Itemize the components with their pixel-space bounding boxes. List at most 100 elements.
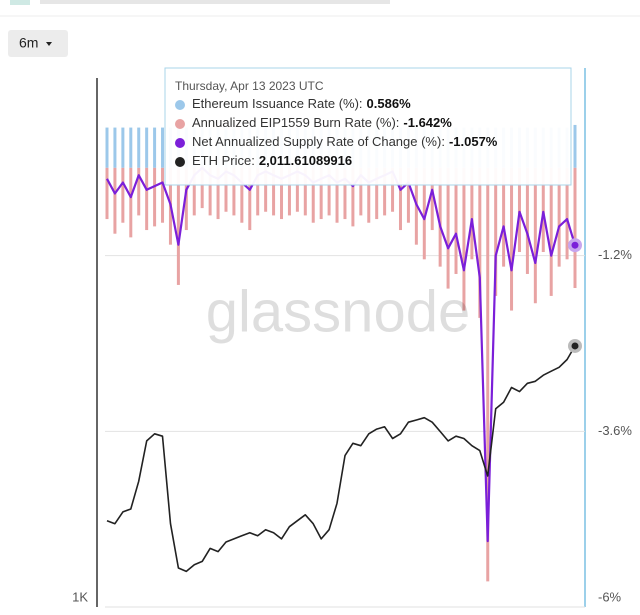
bar (573, 167, 577, 289)
bar (470, 167, 474, 260)
plot-area (105, 124, 585, 608)
bar (541, 167, 545, 253)
bar (184, 167, 188, 231)
bar (494, 167, 498, 296)
series-name: Annualized EIP1559 Burn Rate (%): (192, 115, 399, 130)
bar (319, 167, 323, 220)
bar (525, 167, 529, 274)
y2-tick-label: -3.6% (598, 423, 632, 438)
bar (113, 167, 117, 234)
legend-dot (175, 157, 185, 167)
legend-dot (175, 119, 185, 129)
series-name: Ethereum Issuance Rate (%): (192, 96, 363, 111)
bar (272, 167, 276, 216)
bar (398, 167, 402, 231)
tooltip-row: Ethereum Issuance Rate (%): 0.586% (192, 96, 411, 111)
tooltip-row: Annualized EIP1559 Burn Rate (%): -1.642% (192, 115, 452, 130)
series-name: Net Annualized Supply Rate of Change (%)… (192, 134, 445, 149)
bar (327, 167, 331, 216)
bar (351, 167, 355, 227)
bar (287, 167, 291, 216)
hover-point-core (571, 342, 579, 350)
bar (153, 127, 157, 168)
bar (343, 167, 347, 220)
bar (549, 167, 553, 296)
bar (137, 167, 141, 216)
tooltip-row: Net Annualized Supply Rate of Change (%)… (192, 134, 498, 149)
tooltip-box (164, 67, 572, 186)
range-button[interactable]: 6m (8, 30, 68, 57)
bar (335, 167, 339, 223)
bar (145, 167, 149, 231)
bar (248, 167, 252, 231)
bar (422, 167, 426, 260)
bar (430, 167, 434, 231)
bar (510, 167, 514, 311)
bar (462, 167, 466, 311)
bar (105, 127, 109, 168)
tooltip-date: Thursday, Apr 13 2023 UTC (175, 79, 324, 93)
bar (517, 167, 521, 253)
bar (121, 167, 125, 223)
dropdown-arrow (46, 42, 52, 46)
bar (533, 167, 537, 304)
y2-tick-label: -6% (598, 589, 622, 604)
bar (280, 167, 284, 220)
bar (359, 167, 363, 216)
bar (153, 167, 157, 227)
bar (224, 167, 228, 212)
bar (391, 167, 395, 212)
legend-dot (175, 100, 185, 110)
bar (295, 167, 299, 212)
series-name: ETH Price: (192, 153, 255, 168)
bar (200, 167, 204, 209)
y-tick-label: 1K (72, 589, 88, 604)
tooltip-value: 2,011.61089916 (259, 153, 352, 168)
bar (454, 167, 458, 274)
series-line (106, 345, 576, 573)
bar (565, 167, 569, 260)
bar (446, 167, 450, 289)
bar (240, 167, 244, 223)
bar (145, 127, 149, 168)
bar (121, 127, 125, 168)
tooltip: Thursday, Apr 13 2023 UTC Ethereum Issua… (164, 67, 572, 186)
bar (264, 167, 268, 212)
button-bg (8, 30, 68, 57)
button-label: 6m (19, 35, 38, 51)
bar (367, 167, 371, 223)
tooltip-value: 0.586% (367, 96, 412, 111)
faded-header (40, 0, 390, 4)
bar (216, 167, 220, 220)
legend-dot (175, 138, 185, 148)
bar (256, 167, 260, 216)
bar (383, 167, 387, 216)
bar (113, 127, 117, 168)
bar (192, 167, 196, 216)
bar (129, 167, 133, 238)
bar (161, 167, 165, 223)
bar (105, 167, 109, 220)
bar (438, 167, 442, 267)
logo (10, 0, 30, 5)
bar (137, 127, 141, 168)
watermark: glassnode (206, 279, 470, 344)
bar (176, 167, 180, 285)
bar (502, 167, 506, 267)
hover-point-core (571, 241, 579, 249)
tooltip-row: ETH Price: 2,011.61089916 (192, 153, 352, 168)
bar (208, 167, 212, 216)
bar (486, 167, 490, 582)
y2-tick-label: -1.2% (598, 247, 632, 262)
bar (161, 127, 165, 168)
bar (557, 167, 561, 267)
bar (303, 167, 307, 216)
bar (232, 167, 236, 216)
bar (311, 167, 315, 223)
bar (406, 167, 410, 223)
tooltip-value: -1.642% (403, 115, 452, 130)
tooltip-value: -1.057% (449, 134, 498, 149)
bar (129, 127, 133, 168)
bar (478, 167, 482, 318)
